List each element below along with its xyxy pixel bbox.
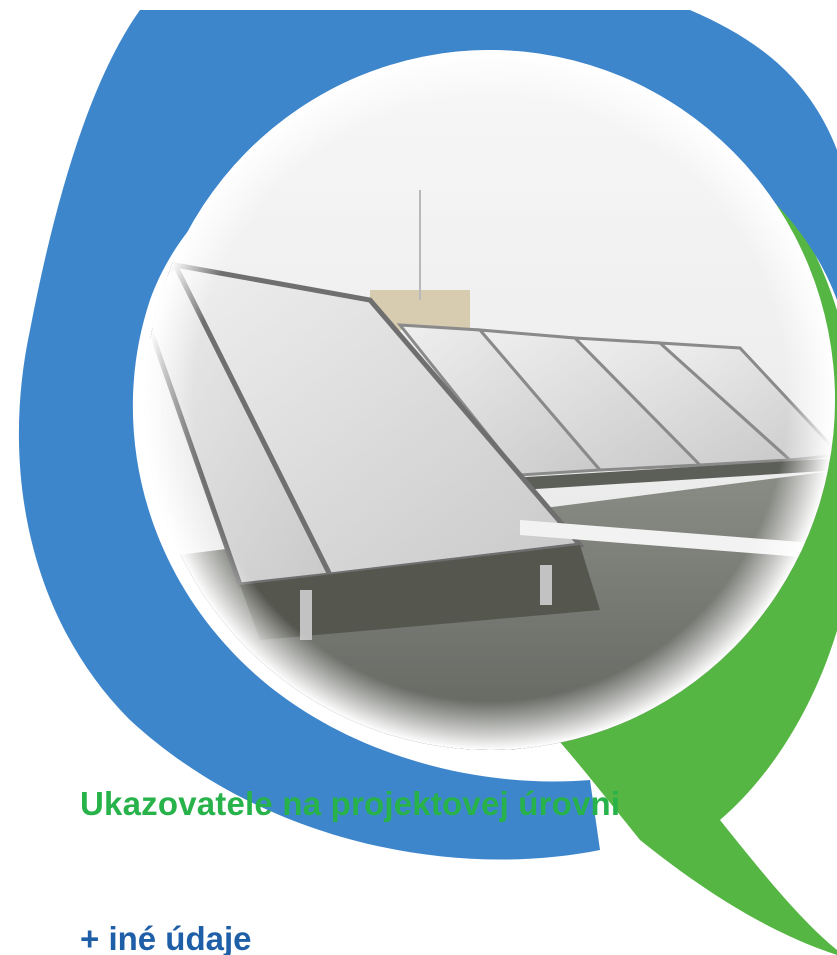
green-ring-shape: [540, 105, 837, 955]
page-title: Ukazovatele na projektovej úrovni: [80, 785, 621, 822]
blue-ring-shape: [18, 10, 837, 860]
page-subtitle: + iné údaje: [80, 920, 252, 955]
solar-panels-photo: [145, 50, 835, 750]
